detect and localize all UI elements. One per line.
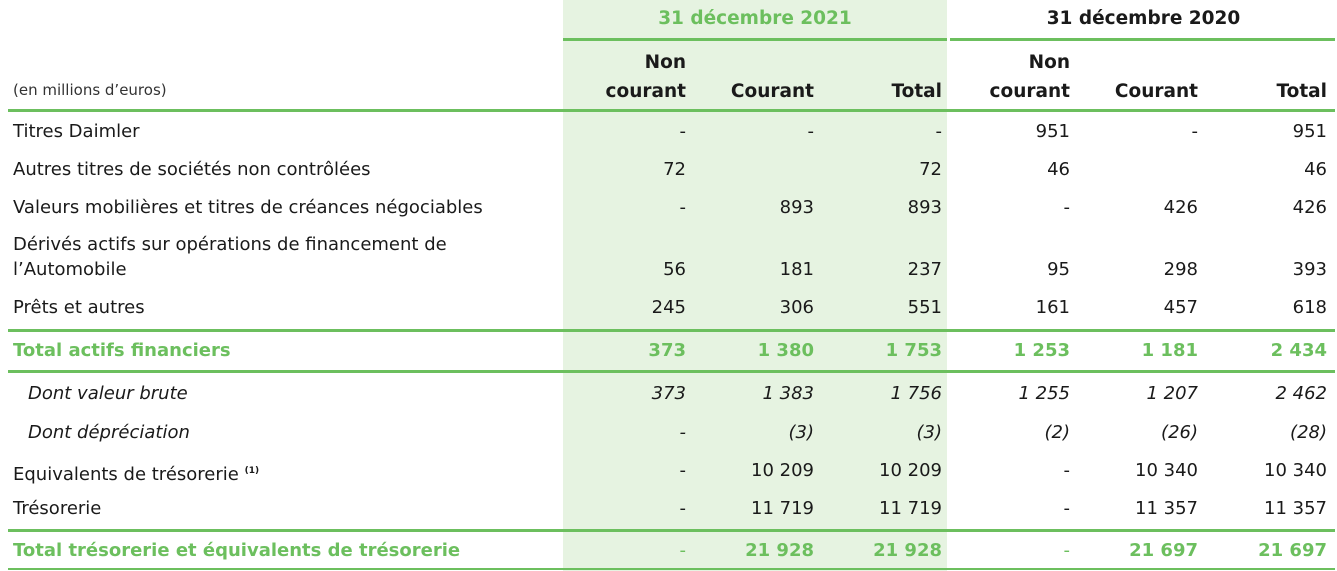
table-cell: 56 bbox=[663, 259, 686, 280]
table-cell: 72 bbox=[919, 159, 942, 180]
table-cell: - bbox=[1063, 498, 1071, 519]
row-label: Autres titres de sociétés non contrôlées bbox=[13, 159, 371, 180]
table-cell: 72 bbox=[663, 159, 686, 180]
table-cell: 95 bbox=[1047, 259, 1070, 280]
table-cell: 2 462 bbox=[1275, 383, 1327, 404]
table-cell: 11 357 bbox=[1264, 498, 1327, 519]
col-noncourant-2020-l1: Non bbox=[1028, 52, 1070, 73]
table-cell: 21 697 bbox=[1258, 540, 1327, 561]
table-cell: - bbox=[807, 121, 815, 142]
table-cell: (3) bbox=[788, 422, 815, 443]
table-cell: - bbox=[1063, 197, 1071, 218]
table-cell: 1 253 bbox=[1013, 340, 1070, 361]
period-2020-rule bbox=[950, 38, 1335, 41]
table-cell: 1 255 bbox=[1018, 383, 1070, 404]
table-cell: 618 bbox=[1292, 297, 1327, 318]
col-noncourant-2021-l1: Non bbox=[644, 52, 686, 73]
table-cell: (3) bbox=[916, 422, 943, 443]
unit-label: (en millions d’euros) bbox=[13, 81, 167, 99]
table-cell: 426 bbox=[1163, 197, 1198, 218]
table-cell: 21 928 bbox=[873, 540, 942, 561]
table-cell: 10 209 bbox=[751, 460, 814, 481]
table-cell: - bbox=[679, 422, 687, 443]
table-cell: 46 bbox=[1047, 159, 1070, 180]
col-noncourant-2020-l2: courant bbox=[989, 81, 1070, 102]
table-cell: - bbox=[679, 540, 687, 561]
table-cell: (26) bbox=[1161, 422, 1198, 443]
table-cell: (28) bbox=[1290, 422, 1327, 443]
table-cell: 1 756 bbox=[890, 383, 942, 404]
table-cell: 21 697 bbox=[1129, 540, 1198, 561]
table-cell: 245 bbox=[651, 297, 686, 318]
table-cell: 951 bbox=[1035, 121, 1070, 142]
row-label: Trésorerie bbox=[13, 498, 102, 519]
row-rule bbox=[8, 329, 1335, 332]
table-cell: 373 bbox=[651, 383, 686, 404]
col-total-2020: Total bbox=[1276, 81, 1327, 102]
header-bottom-rule bbox=[8, 109, 1335, 112]
footnote-marker: (1) bbox=[244, 466, 260, 476]
table-cell: 298 bbox=[1163, 259, 1198, 280]
row-rule bbox=[8, 370, 1335, 373]
table-cell: 1 380 bbox=[757, 340, 814, 361]
table-cell: 393 bbox=[1292, 259, 1327, 280]
table-cell: 11 719 bbox=[751, 498, 814, 519]
table-cell: - bbox=[935, 121, 943, 142]
table-cell: (2) bbox=[1044, 422, 1071, 443]
row-label: Titres Daimler bbox=[13, 121, 140, 142]
table-cell: 306 bbox=[779, 297, 814, 318]
table-cell: 893 bbox=[907, 197, 942, 218]
table-cell: - bbox=[1063, 540, 1071, 561]
col-courant-2020: Courant bbox=[1114, 81, 1198, 102]
col-total-2021: Total bbox=[891, 81, 942, 102]
table-cell: 11 719 bbox=[879, 498, 942, 519]
table-cell: 21 928 bbox=[745, 540, 814, 561]
table-cell: 1 753 bbox=[885, 340, 942, 361]
table-cell: - bbox=[679, 498, 687, 519]
col-noncourant-2021-l2: courant bbox=[605, 81, 686, 102]
table-cell: 1 383 bbox=[762, 383, 814, 404]
table-cell: 161 bbox=[1035, 297, 1070, 318]
table-cell: 551 bbox=[907, 297, 942, 318]
table-cell: 373 bbox=[648, 340, 686, 361]
table-cell: 951 bbox=[1292, 121, 1327, 142]
table-cell: 46 bbox=[1304, 159, 1327, 180]
table-cell: 10 340 bbox=[1135, 460, 1198, 481]
period-2020-heading: 31 décembre 2020 bbox=[1046, 8, 1241, 29]
table-cell: - bbox=[679, 121, 687, 142]
table-cell: 10 340 bbox=[1264, 460, 1327, 481]
table-cell: 1 181 bbox=[1141, 340, 1198, 361]
row-label: Prêts et autres bbox=[13, 297, 145, 318]
table-cell: 426 bbox=[1292, 197, 1327, 218]
table-cell: 181 bbox=[779, 259, 814, 280]
row-label: Valeurs mobilières et titres de créances… bbox=[13, 197, 483, 218]
table-cell: - bbox=[1191, 121, 1199, 142]
table-cell: - bbox=[679, 460, 687, 481]
period-2021-rule bbox=[563, 38, 947, 41]
table-cell: 237 bbox=[907, 259, 942, 280]
table-cell: 1 207 bbox=[1146, 383, 1198, 404]
table-cell: 11 357 bbox=[1135, 498, 1198, 519]
table-cell: - bbox=[679, 197, 687, 218]
table-cell: - bbox=[1063, 460, 1071, 481]
row-rule bbox=[8, 568, 1335, 570]
table-cell: 457 bbox=[1163, 297, 1198, 318]
row-rule bbox=[8, 529, 1335, 532]
row-label: l’Automobile bbox=[13, 259, 127, 280]
row-label: Equivalents de trésorerie (1) bbox=[13, 464, 260, 485]
col-courant-2021: Courant bbox=[730, 81, 814, 102]
table-cell: 893 bbox=[779, 197, 814, 218]
year-2021-shading bbox=[563, 0, 947, 571]
table-cell: 10 209 bbox=[879, 460, 942, 481]
period-2021-heading: 31 décembre 2021 bbox=[658, 8, 852, 29]
row-label: Dont valeur brute bbox=[28, 383, 188, 404]
table-cell: 2 434 bbox=[1270, 340, 1327, 361]
row-label: Total actifs financiers bbox=[13, 340, 231, 361]
row-label: Dérivés actifs sur opérations de finance… bbox=[13, 234, 447, 255]
row-label: Dont dépréciation bbox=[28, 422, 190, 443]
row-label: Total trésorerie et équivalents de tréso… bbox=[13, 540, 461, 561]
